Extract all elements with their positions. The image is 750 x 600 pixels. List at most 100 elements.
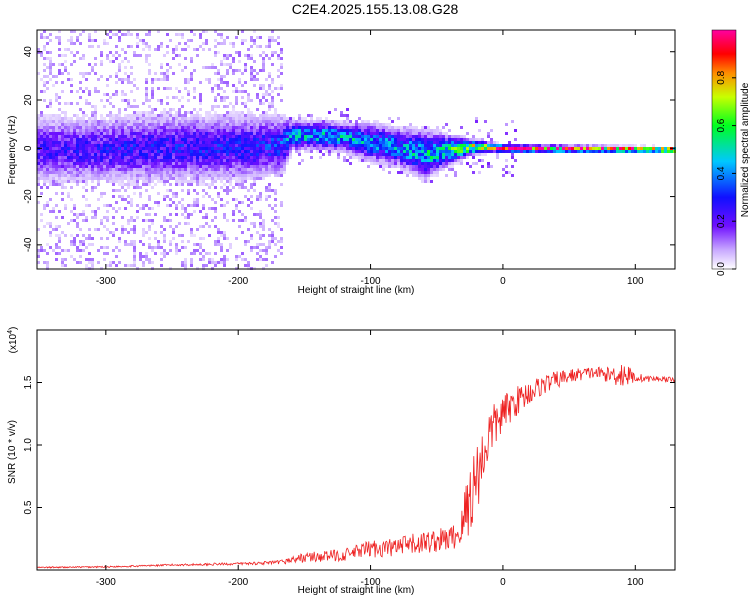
heatmap-cell	[67, 135, 70, 138]
heatmap-cell	[217, 126, 220, 129]
heatmap-cell	[214, 72, 217, 75]
heatmap-cell	[127, 144, 130, 147]
heatmap-cell	[118, 180, 121, 183]
heatmap-cell	[112, 231, 115, 234]
heatmap-cell	[175, 129, 178, 132]
heatmap-cell	[73, 177, 76, 180]
heatmap-cell	[112, 249, 115, 252]
heatmap-cell	[253, 117, 256, 120]
heatmap-cell	[91, 177, 94, 180]
heatmap-cell	[418, 141, 421, 144]
heatmap-cell	[184, 258, 187, 261]
heatmap-cell	[103, 129, 106, 132]
heatmap-cell	[163, 156, 166, 159]
heatmap-cell	[451, 165, 454, 168]
heatmap-cell	[61, 159, 64, 162]
heatmap-cell	[205, 156, 208, 159]
heatmap-cell	[181, 105, 184, 108]
heatmap-cell	[271, 207, 274, 210]
heatmap-cell	[85, 180, 88, 183]
heatmap-cell	[286, 147, 289, 150]
heatmap-cell	[88, 171, 91, 174]
heatmap-cell	[388, 123, 391, 126]
heatmap-cell	[166, 135, 169, 138]
heatmap-cell	[283, 141, 286, 144]
heatmap-cell	[82, 120, 85, 123]
heatmap-cell	[274, 87, 277, 90]
heatmap-cell	[52, 141, 55, 144]
heatmap-cell	[235, 102, 238, 105]
heatmap-cell	[169, 225, 172, 228]
heatmap-cell	[70, 126, 73, 129]
heatmap-cell	[367, 165, 370, 168]
heatmap-cell	[64, 60, 67, 63]
heatmap-cell	[541, 150, 544, 153]
heatmap-cell	[112, 93, 115, 96]
heatmap-cell	[250, 126, 253, 129]
heatmap-cell	[205, 252, 208, 255]
heatmap-cell	[190, 153, 193, 156]
heatmap-cell	[187, 168, 190, 171]
heatmap-cell	[241, 138, 244, 141]
heatmap-cell	[106, 237, 109, 240]
heatmap-cell	[184, 57, 187, 60]
snr-x-tick-label: 100	[627, 577, 644, 588]
heatmap-cell	[442, 141, 445, 144]
heatmap-cell	[403, 150, 406, 153]
heatmap-cell	[382, 168, 385, 171]
heatmap-cell	[295, 138, 298, 141]
heatmap-cell	[328, 132, 331, 135]
heatmap-cell	[193, 123, 196, 126]
heatmap-cell	[289, 129, 292, 132]
heatmap-cell	[481, 159, 484, 162]
heatmap-cell	[301, 138, 304, 141]
heatmap-cell	[169, 213, 172, 216]
heatmap-cell	[394, 129, 397, 132]
heatmap-cell	[220, 81, 223, 84]
heatmap-cell	[268, 162, 271, 165]
heatmap-cell	[82, 144, 85, 147]
heatmap-cell	[271, 189, 274, 192]
heatmap-cell	[415, 129, 418, 132]
heatmap-cell	[64, 114, 67, 117]
heatmap-cell	[100, 168, 103, 171]
heatmap-cell	[124, 162, 127, 165]
heatmap-cell	[40, 159, 43, 162]
heatmap-cell	[133, 51, 136, 54]
heatmap-cell	[262, 177, 265, 180]
heatmap-cell	[100, 114, 103, 117]
heatmap-cell	[409, 126, 412, 129]
heatmap-cell	[649, 150, 652, 153]
heatmap-cell	[364, 120, 367, 123]
heatmap-cell	[43, 135, 46, 138]
heatmap-cell	[193, 243, 196, 246]
heatmap-cell	[310, 144, 313, 147]
heatmap-cell	[283, 168, 286, 171]
heatmap-cell	[109, 30, 112, 33]
heatmap-cell	[370, 159, 373, 162]
heatmap-cell	[241, 201, 244, 204]
heatmap-cell	[169, 165, 172, 168]
heatmap-cell	[268, 165, 271, 168]
heatmap-cell	[79, 72, 82, 75]
heatmap-cell	[163, 195, 166, 198]
heatmap-cell	[424, 150, 427, 153]
heatmap-cell	[187, 138, 190, 141]
heatmap-cell	[334, 126, 337, 129]
heatmap-cell	[289, 132, 292, 135]
heatmap-cell	[400, 135, 403, 138]
heatmap-cell	[97, 171, 100, 174]
heatmap-cell	[358, 159, 361, 162]
heatmap-cell	[199, 153, 202, 156]
heatmap-cell	[88, 147, 91, 150]
heatmap-cell	[226, 153, 229, 156]
heatmap-cell	[217, 237, 220, 240]
heatmap-cell	[79, 228, 82, 231]
heatmap-cell	[577, 147, 580, 150]
heatmap-cell	[88, 138, 91, 141]
heatmap-cell	[460, 126, 463, 129]
heatmap-cell	[178, 54, 181, 57]
heatmap-cell	[295, 120, 298, 123]
heatmap-cell	[391, 120, 394, 123]
heatmap-cell	[265, 144, 268, 147]
